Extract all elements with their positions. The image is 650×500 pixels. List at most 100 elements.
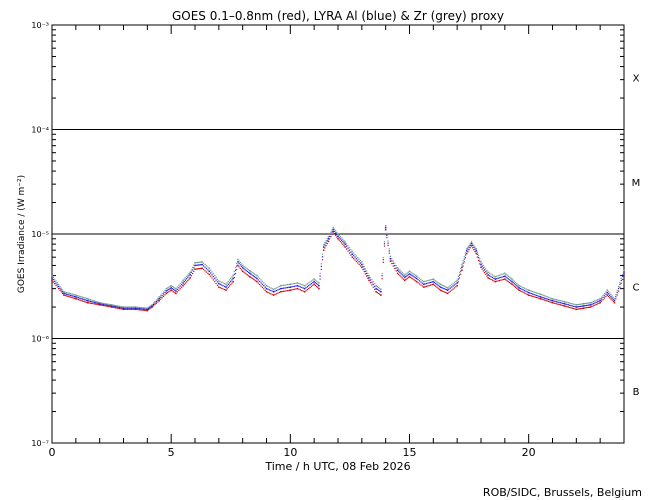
data-point	[425, 280, 428, 282]
data-point	[569, 304, 571, 306]
data-point	[282, 287, 285, 289]
data-point	[391, 260, 393, 262]
data-point	[298, 285, 300, 287]
data-point	[345, 248, 348, 250]
data-point	[233, 273, 235, 275]
data-point	[164, 294, 166, 296]
data-point	[594, 300, 596, 302]
data-point	[227, 280, 229, 283]
data-point	[344, 241, 346, 243]
data-point	[345, 243, 348, 245]
data-point	[109, 303, 111, 306]
data-point	[480, 261, 482, 263]
data-point	[431, 278, 433, 281]
data-point	[411, 272, 413, 274]
data-point	[149, 308, 151, 310]
data-point	[596, 299, 599, 301]
data-point	[353, 255, 355, 257]
data-point	[586, 307, 588, 309]
data-point	[234, 272, 237, 275]
data-point	[336, 231, 338, 234]
data-point	[264, 283, 266, 285]
data-point	[481, 268, 483, 270]
flare-class-label: X	[633, 73, 640, 84]
data-point	[275, 289, 278, 292]
data-point	[212, 279, 214, 281]
data-point	[79, 299, 81, 301]
data-point	[64, 293, 66, 295]
data-point	[170, 284, 172, 287]
data-point	[333, 232, 336, 235]
data-point	[591, 301, 593, 303]
data-point	[239, 261, 241, 264]
data-point	[368, 274, 370, 277]
data-point	[324, 244, 326, 246]
data-point	[559, 302, 562, 304]
data-point	[542, 299, 544, 301]
data-point	[291, 286, 293, 288]
data-point	[522, 291, 524, 293]
data-point	[445, 292, 448, 294]
data-point	[338, 239, 340, 241]
data-point	[87, 301, 89, 304]
data-point	[97, 301, 99, 303]
data-point	[449, 285, 451, 287]
data-point	[379, 287, 381, 290]
data-point	[195, 264, 197, 266]
data-point	[181, 281, 183, 283]
data-point	[58, 287, 60, 290]
data-point	[207, 272, 209, 274]
data-point	[182, 284, 184, 287]
data-point	[145, 308, 147, 310]
data-point	[313, 280, 315, 283]
data-point	[574, 308, 576, 310]
data-point	[125, 308, 127, 310]
data-point	[100, 303, 102, 305]
data-point	[530, 295, 532, 297]
data-point	[291, 283, 293, 285]
data-point	[418, 277, 421, 279]
data-point	[157, 297, 159, 300]
data-point	[427, 279, 429, 282]
data-point	[555, 303, 558, 305]
data-point	[324, 242, 326, 244]
data-point	[110, 305, 113, 307]
data-point	[358, 258, 360, 260]
data-point	[187, 276, 189, 278]
data-point	[267, 291, 269, 294]
data-point	[59, 287, 61, 289]
data-point	[245, 273, 247, 275]
data-point	[58, 283, 60, 286]
data-point	[245, 267, 247, 269]
data-point	[69, 293, 72, 295]
data-point	[296, 284, 299, 287]
data-point	[144, 309, 146, 311]
data-point	[472, 243, 474, 245]
data-point	[353, 258, 355, 260]
data-point	[607, 293, 610, 295]
data-point	[475, 250, 477, 252]
data-point	[433, 284, 436, 286]
data-point	[401, 274, 403, 276]
data-point	[616, 291, 618, 294]
data-point	[512, 284, 514, 286]
data-point	[407, 277, 409, 279]
data-point	[326, 238, 328, 240]
data-point	[60, 291, 62, 293]
data-point	[606, 289, 609, 291]
data-point	[239, 267, 241, 269]
data-point	[504, 278, 506, 280]
data-point	[318, 287, 320, 290]
data-point	[529, 292, 531, 294]
data-point	[460, 273, 462, 275]
data-point	[95, 303, 97, 305]
data-point	[114, 306, 117, 308]
data-point	[257, 282, 259, 284]
data-point	[381, 272, 383, 275]
data-point	[338, 237, 340, 239]
data-point	[145, 307, 147, 309]
data-point	[83, 298, 85, 301]
data-point	[498, 277, 500, 279]
data-point	[554, 298, 556, 301]
data-point	[253, 276, 256, 278]
